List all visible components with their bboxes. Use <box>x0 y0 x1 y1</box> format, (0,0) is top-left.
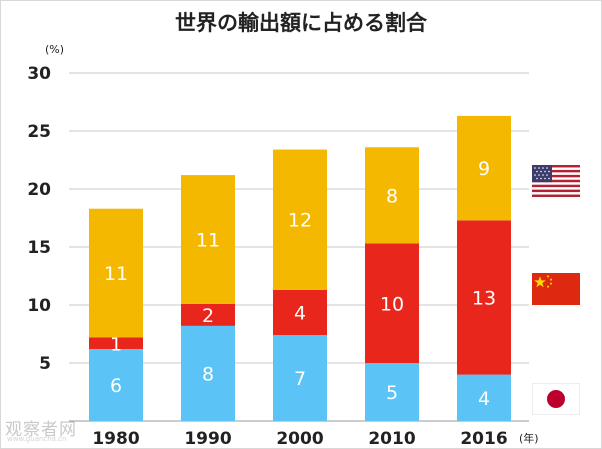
y-tick-label: 10 <box>27 296 51 316</box>
data-label: 2 <box>202 305 214 327</box>
china-flag-icon <box>532 273 580 305</box>
data-label: 1 <box>110 333 122 355</box>
bar-segment <box>273 289 327 336</box>
data-label: 8 <box>386 185 398 207</box>
data-label: 12 <box>288 210 312 232</box>
y-unit-label: (%) <box>45 43 64 56</box>
bar-segment <box>457 115 511 221</box>
watermark-text: 观察者网 <box>5 420 77 440</box>
y-tick-label: 25 <box>27 122 51 142</box>
data-label: 11 <box>196 229 220 251</box>
bar-segment <box>365 243 419 363</box>
bar-segment <box>181 303 235 326</box>
bar-segment <box>273 149 327 290</box>
japan-flag-icon <box>532 383 580 415</box>
bar-segment <box>457 220 511 375</box>
us-flag-icon <box>532 165 580 197</box>
y-tick-label: 20 <box>27 180 51 200</box>
data-label: 9 <box>478 158 490 180</box>
x-tick-label: 2016 <box>460 429 507 448</box>
chart-title: 世界の輸出額に占める割合 <box>175 11 428 35</box>
data-label: 4 <box>294 303 306 325</box>
bar-segment <box>181 175 235 304</box>
data-label: 11 <box>104 263 128 285</box>
watermark-subtext: www.guancha.cn <box>7 435 67 443</box>
bar-segment <box>89 337 143 350</box>
bar-segment <box>89 208 143 338</box>
data-label: 4 <box>478 388 490 410</box>
bar-segment <box>365 147 419 244</box>
bar-segment <box>457 374 511 421</box>
data-label: 6 <box>110 375 122 397</box>
bar-segment <box>89 349 143 421</box>
bar-segment <box>181 325 235 421</box>
x-tick-label: 2000 <box>276 429 323 448</box>
x-unit-label: (年) <box>519 431 539 445</box>
x-tick-label: 2010 <box>368 429 415 448</box>
data-label: 8 <box>202 363 214 385</box>
y-tick-label: 5 <box>39 354 51 374</box>
bar-segment <box>273 335 327 421</box>
x-tick-label: 1990 <box>184 429 231 448</box>
x-tick-label: 1980 <box>92 429 139 448</box>
y-tick-label: 15 <box>27 238 51 258</box>
data-label: 13 <box>472 287 496 309</box>
y-tick-label: 30 <box>27 64 51 84</box>
bar-segment <box>365 363 419 421</box>
data-label: 10 <box>380 293 404 315</box>
data-label: 5 <box>386 382 398 404</box>
data-label: 7 <box>294 368 306 390</box>
